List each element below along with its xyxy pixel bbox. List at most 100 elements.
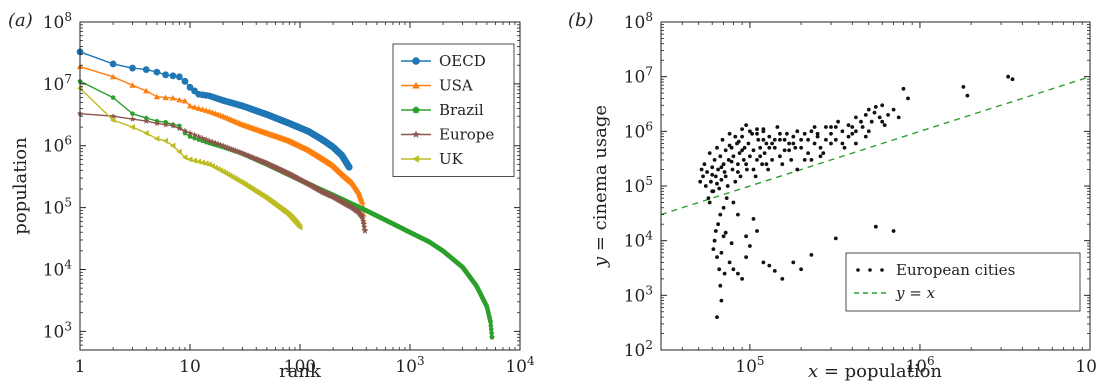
panel-a-label: (a) [8, 10, 33, 31]
point [795, 167, 800, 172]
point [489, 330, 495, 336]
point [721, 162, 726, 167]
legend-marker [412, 57, 420, 65]
y-tick-label: 104 [624, 229, 654, 252]
point [729, 241, 734, 246]
point [723, 230, 728, 235]
point [818, 145, 823, 150]
point [859, 119, 863, 124]
y-tick-label: 108 [624, 10, 653, 33]
point [764, 162, 769, 167]
point [791, 260, 796, 265]
panel-a-y-ticks: 103 104 105 106 107 108 [43, 10, 520, 346]
legend-marker [412, 106, 420, 114]
point [715, 181, 719, 186]
point [710, 165, 715, 170]
point [809, 158, 814, 162]
point [130, 111, 135, 116]
point [799, 137, 803, 142]
legend-entry-europe: Europe [439, 126, 494, 144]
point [746, 141, 751, 146]
point [698, 179, 703, 184]
point [740, 277, 744, 281]
point [702, 162, 707, 167]
point [712, 158, 717, 162]
point [222, 143, 229, 150]
point [717, 267, 722, 272]
point [751, 148, 756, 153]
point [812, 125, 817, 129]
point [191, 131, 198, 138]
point [748, 129, 752, 134]
point [360, 220, 368, 227]
point [715, 145, 719, 150]
point [745, 167, 749, 172]
point [880, 119, 885, 124]
point [359, 215, 367, 222]
point [731, 154, 736, 159]
point [129, 115, 136, 122]
series-europe [76, 110, 369, 234]
panel-b-y-ticks: 102 103 104 105 106 107 108 [624, 10, 1090, 361]
panel-a-xlabel: rank [279, 361, 322, 382]
point [195, 105, 202, 111]
x-tick-label: 10 [179, 357, 201, 377]
point [710, 172, 715, 177]
point [181, 77, 189, 85]
x-tick-label: 104 [505, 354, 535, 377]
point [719, 165, 724, 170]
point [110, 73, 117, 80]
point [723, 174, 728, 179]
y-tick-label: 107 [43, 72, 72, 95]
point [199, 134, 206, 141]
point [758, 154, 763, 159]
point [699, 167, 704, 172]
point [720, 137, 725, 142]
point [736, 212, 740, 217]
point [736, 170, 740, 174]
point [176, 96, 183, 103]
panel-a-ylabel: population [10, 137, 31, 235]
x-tick-label: 105 [735, 354, 764, 377]
legend-entry-y-equals-x: y = x [895, 284, 936, 302]
point [755, 127, 759, 131]
x-tick-label: 100 [284, 357, 316, 377]
point [778, 154, 782, 159]
point [709, 179, 713, 184]
y-tick-label: 102 [624, 338, 653, 361]
panel-b-label: (b) [568, 10, 594, 31]
point [795, 129, 800, 134]
point [760, 162, 764, 167]
point [799, 145, 803, 150]
point [143, 87, 150, 94]
legend-marker [412, 81, 420, 89]
point [707, 151, 712, 156]
point [741, 158, 746, 162]
point [228, 145, 236, 152]
panel-b-xlabel: x = population [808, 361, 942, 382]
legend-entry-oecd: OECD [439, 52, 486, 70]
point [175, 73, 183, 81]
point [169, 142, 176, 149]
point [866, 107, 871, 112]
point [854, 129, 858, 134]
point [162, 94, 169, 101]
point [718, 212, 723, 217]
point [717, 186, 722, 191]
panel-b-ylabel: y = cinema usage [590, 105, 611, 268]
point [727, 143, 732, 148]
point [961, 85, 966, 89]
point [750, 131, 754, 136]
point [793, 145, 798, 150]
point [873, 105, 878, 109]
point [109, 60, 117, 68]
point [716, 167, 720, 172]
point [787, 148, 791, 153]
point [110, 95, 116, 100]
point [833, 125, 838, 129]
point [891, 107, 896, 112]
point [785, 131, 789, 136]
point [772, 137, 777, 142]
point [191, 104, 198, 110]
point [361, 227, 369, 234]
